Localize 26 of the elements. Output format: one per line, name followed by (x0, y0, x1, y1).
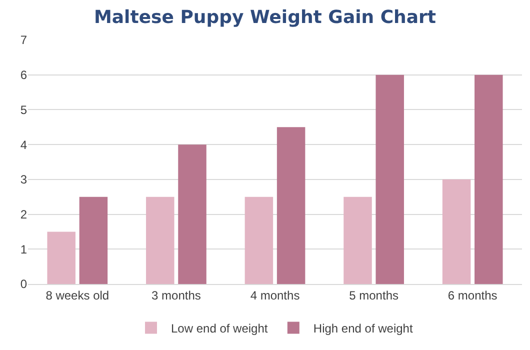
y-tick-label: 7 (20, 33, 28, 48)
x-tick-label: 6 months (448, 288, 498, 302)
y-tick-label: 4 (20, 138, 28, 152)
bar (47, 232, 76, 284)
bar (376, 74, 404, 284)
chart-title: Maltese Puppy Weight Gain Chart (94, 7, 436, 28)
x-tick-label: 5 months (349, 288, 398, 302)
x-tick-label: 3 months (152, 288, 201, 302)
y-tick-label: 6 (20, 68, 28, 82)
x-tick-label: 4 months (250, 288, 300, 302)
bar (244, 196, 274, 284)
y-tick-label: 5 (20, 102, 28, 117)
bar (442, 179, 471, 284)
bar (276, 127, 306, 284)
bar (79, 196, 108, 284)
y-tick-label: 1 (20, 242, 28, 256)
bar (146, 196, 174, 284)
bar (474, 74, 503, 284)
x-tick-label: 8 weeks old (46, 288, 110, 302)
legend-label: High end of weight (313, 321, 414, 336)
bar (344, 196, 372, 284)
y-tick-label: 0 (20, 277, 28, 292)
y-tick-label: 3 (20, 172, 28, 187)
y-tick-label: 2 (20, 207, 28, 222)
bar (178, 144, 206, 284)
legend-label: Low end of weight (171, 321, 268, 336)
